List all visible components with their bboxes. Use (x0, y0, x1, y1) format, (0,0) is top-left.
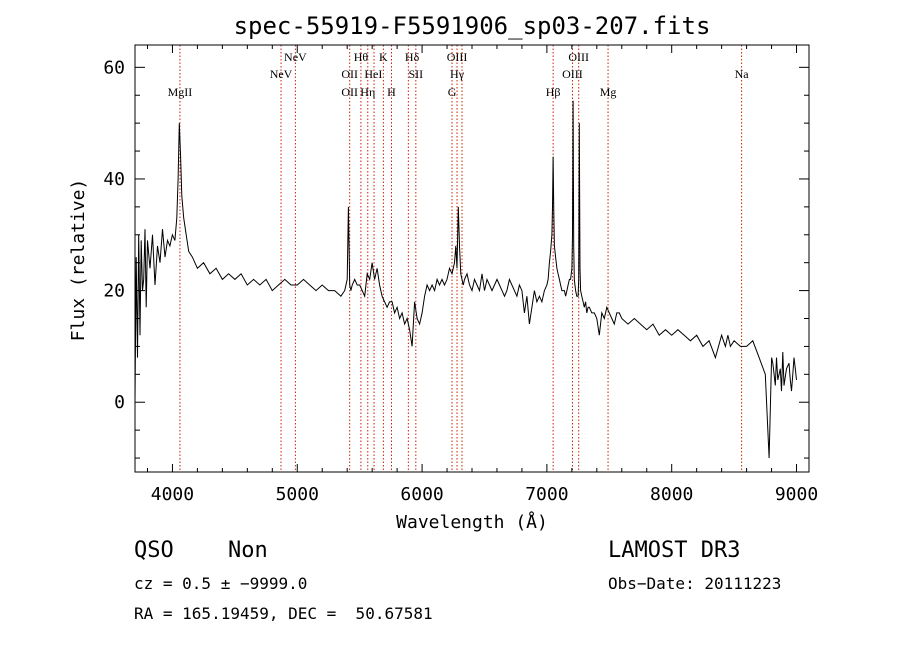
emission-line-label: Hη (360, 85, 375, 99)
emission-line-label: NeV (270, 67, 293, 81)
emission-line-label: Mg (600, 85, 617, 99)
emission-line-label: SII (408, 67, 423, 81)
plot-frame (134, 44, 810, 473)
emission-line-label: MgII (168, 85, 193, 99)
x-tick-label: 8000 (650, 484, 693, 505)
x-tick-label: 4000 (151, 484, 194, 505)
chart-title: spec-55919-F5591906_sp03-207.fits (234, 12, 711, 40)
y-tick-label: 40 (103, 169, 125, 190)
emission-line-label: G (448, 85, 457, 99)
emission-line-label: OII (341, 67, 358, 81)
emission-line-label: Hθ (354, 50, 369, 64)
line-labels: MgII NeV NeV OII OII Hθ Hη HeI K H Hδ SII OIII Hγ G OII… (168, 50, 750, 99)
x-tick-label: 6000 (400, 484, 443, 505)
x-tick-label: 7000 (525, 484, 568, 505)
series-line (134, 100, 797, 459)
ra-dec: RA = 165.19459, DEC = 50.67581 (134, 604, 433, 623)
emission-line-label: H (387, 85, 396, 99)
series-group (134, 100, 797, 459)
emission-line-label: Hδ (405, 50, 420, 64)
emission-line-label: Hγ (450, 67, 465, 81)
emission-line-label: OIII (568, 50, 589, 64)
y-axis: 0 20 40 60 (103, 57, 809, 459)
emission-line-label: NeV (284, 50, 307, 64)
emission-line-label: Hβ (546, 85, 561, 99)
x-tick-label: 9000 (775, 484, 818, 505)
obs-date: Obs−Date: 20111223 (608, 574, 782, 593)
emission-line-label: OIII (562, 67, 583, 81)
y-tick-label: 20 (103, 281, 125, 302)
object-subclass: Non (228, 538, 268, 563)
survey-name: LAMOST DR3 (608, 538, 741, 563)
emission-line-label: K (379, 50, 388, 64)
x-tick-label: 5000 (276, 484, 319, 505)
cz-value: cz = 0.5 ± −9999.0 (134, 574, 308, 593)
emission-line-label: HeI (364, 67, 382, 81)
object-class: QSO (134, 538, 174, 563)
x-axis: 4000 5000 6000 7000 8000 9000 (146, 45, 818, 505)
y-tick-label: 60 (103, 57, 125, 78)
y-axis-label: Flux (relative) (68, 179, 89, 342)
line-markers (179, 45, 743, 472)
x-axis-label: Wavelength (Å) (396, 511, 548, 533)
emission-line-label: OII (341, 85, 358, 99)
emission-line-label: OIII (447, 50, 468, 64)
emission-line-label: Na (735, 67, 750, 81)
y-tick-label: 0 (114, 392, 125, 413)
